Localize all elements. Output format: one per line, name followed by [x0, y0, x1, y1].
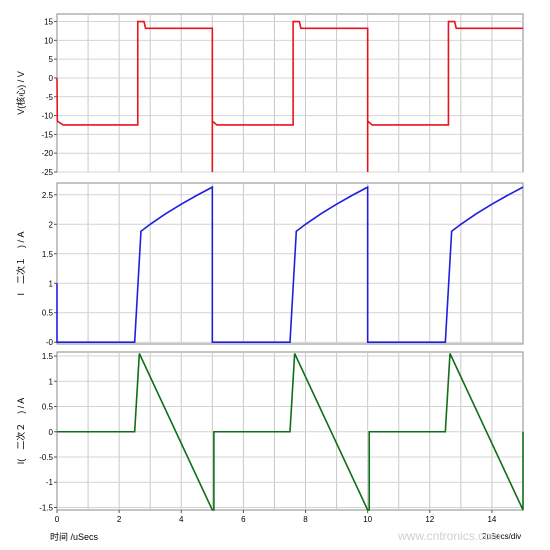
panel-1-ytick-label: 0: [49, 74, 54, 83]
x-tick-label: 4: [179, 515, 184, 524]
x-scale-note: 2uSecs/div: [482, 532, 521, 541]
x-tick-label: 12: [425, 515, 434, 524]
panel-3-ytick-label: 0.5: [42, 403, 54, 412]
panel-2-ytick-label: -0: [46, 338, 54, 347]
panel-2-ytick-label: 2: [49, 220, 54, 229]
x-axis-label: 时间 /uSecs: [50, 531, 99, 542]
panel-3-ytick-label: 1: [49, 377, 54, 386]
x-tick-label: 8: [303, 515, 308, 524]
panel-2-frame: [56, 182, 524, 345]
panel-3-ytick-label: -1.5: [39, 503, 53, 512]
panel-1-ytick-label: -5: [46, 93, 54, 102]
panel-3-ylabel: I( 二次２ ) / A: [15, 398, 26, 465]
panel-3-ytick-label: -1: [46, 478, 54, 487]
panel-1-ytick-label: 10: [44, 36, 53, 45]
panel-1-ytick-label: -15: [41, 130, 53, 139]
panel-3-ytick-label: 1.5: [42, 352, 54, 361]
panel-1-ytick-label: -25: [41, 168, 53, 177]
x-tick-label: 0: [55, 515, 60, 524]
x-tick-label: 10: [363, 515, 372, 524]
panel-2-ytick-label: 1: [49, 279, 54, 288]
panel-2-series-line: [56, 185, 524, 344]
x-tick-label: 2: [117, 515, 122, 524]
x-tick-label: 6: [241, 515, 246, 524]
panel-1-series-line: [56, 20, 523, 172]
panel-1-ylabel: V(核心) / V: [15, 71, 26, 115]
panel-2-ylabel: I 二次１ ) / A: [15, 231, 26, 295]
watermark: www.cntronics.com: [397, 529, 501, 543]
panel-2-ytick-label: 2.5: [42, 191, 54, 200]
panel-1-ytick-label: -20: [41, 149, 53, 158]
panel-1-frame: [56, 13, 524, 173]
panel-2-ytick-label: 0.5: [42, 309, 54, 318]
panel-2-ytick-label: 1.5: [42, 250, 54, 259]
panel-3-series-line: [57, 353, 524, 511]
panel-1-ytick-label: -10: [41, 112, 53, 121]
panel-1-ytick-label: 5: [49, 55, 54, 64]
panel-3-ytick-label: 0: [49, 428, 54, 437]
panel-1-ytick-label: 15: [44, 18, 53, 27]
x-tick-label: 14: [487, 515, 496, 524]
panel-3-ytick-label: -0.5: [39, 453, 53, 462]
